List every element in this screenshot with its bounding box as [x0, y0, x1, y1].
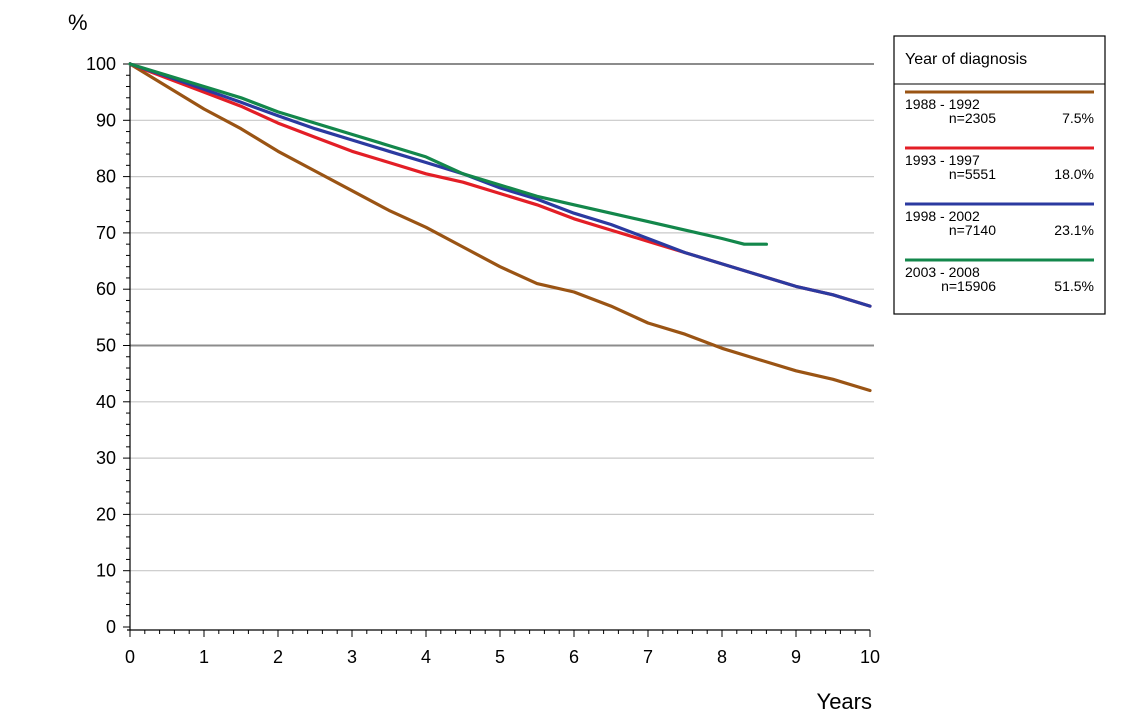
- series-lines: [128, 62, 872, 393]
- legend-n-4: n=15906: [941, 278, 996, 294]
- x-tick-label-3: 3: [347, 647, 357, 667]
- legend-share-2: 18.0%: [1054, 166, 1094, 182]
- series-line-4: [128, 62, 769, 246]
- x-tick-label-0: 0: [125, 647, 135, 667]
- series-line-3: [128, 62, 872, 308]
- legend-label-2: 1993 - 1997: [905, 152, 980, 168]
- y-tick-label-20: 20: [96, 504, 116, 524]
- y-tick-label-90: 90: [96, 110, 116, 130]
- legend-box: [893, 35, 1106, 315]
- y-tick-label-60: 60: [96, 279, 116, 299]
- y-tick-label-50: 50: [96, 336, 116, 356]
- legend-share-3: 23.1%: [1054, 222, 1094, 238]
- y-axis-ticks: 0 10 20 30 40 50 60 70 80 90 100: [86, 54, 130, 637]
- y-tick-label-80: 80: [96, 167, 116, 187]
- y-tick-label-40: 40: [96, 392, 116, 412]
- y-tick-label-30: 30: [96, 448, 116, 468]
- gridlines: [130, 63, 874, 572]
- x-tick-label-6: 6: [569, 647, 579, 667]
- legend-label-3: 1998 - 2002: [905, 208, 980, 224]
- x-tick-label-8: 8: [717, 647, 727, 667]
- y-axis-title: %: [68, 10, 88, 35]
- legend-n-3: n=7140: [949, 222, 996, 238]
- legend-n-2: n=5551: [949, 166, 996, 182]
- legend-title: Year of diagnosis: [905, 51, 1027, 68]
- legend-label-4: 2003 - 2008: [905, 264, 980, 280]
- legend-share-1: 7.5%: [1062, 110, 1094, 126]
- x-tick-label-2: 2: [273, 647, 283, 667]
- y-tick-label-0: 0: [106, 617, 116, 637]
- y-tick-label-100: 100: [86, 54, 116, 74]
- x-tick-label-4: 4: [421, 647, 431, 667]
- x-axis-ticks: 0 1 2 3 4 5 6 7 8 9 10: [125, 630, 880, 667]
- legend-n-1: n=2305: [949, 110, 996, 126]
- x-tick-label-1: 1: [199, 647, 209, 667]
- legend-share-4: 51.5%: [1054, 278, 1094, 294]
- series-line-1: [128, 62, 872, 393]
- x-axis-title: Years: [817, 689, 872, 714]
- y-tick-label-70: 70: [96, 223, 116, 243]
- y-tick-label-10: 10: [96, 561, 116, 581]
- legend-label-1: 1988 - 1992: [905, 96, 980, 112]
- x-tick-label-9: 9: [791, 647, 801, 667]
- x-tick-label-10: 10: [860, 647, 880, 667]
- x-tick-label-5: 5: [495, 647, 505, 667]
- x-tick-label-7: 7: [643, 647, 653, 667]
